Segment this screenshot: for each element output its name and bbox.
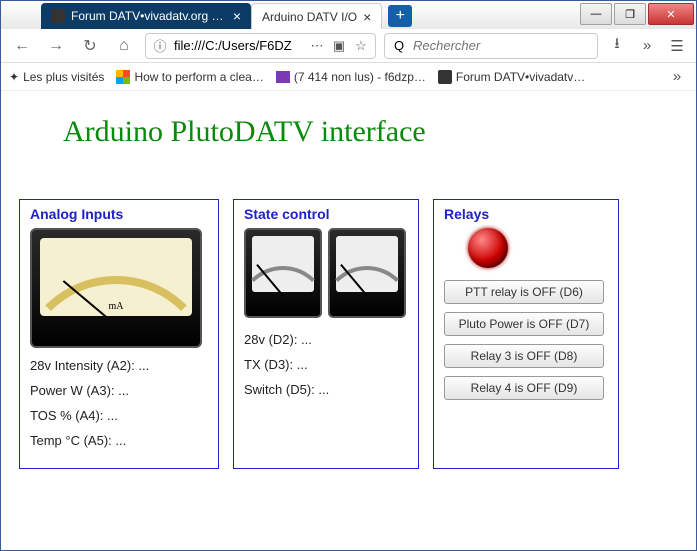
tab-label: Arduino DATV I/O — [262, 10, 357, 24]
tab-label: Forum DATV•vivadatv.org •Écr — [71, 9, 227, 23]
panel-title: Analog Inputs — [30, 206, 208, 222]
relay-4-button[interactable]: Relay 4 is OFF (D9) — [444, 376, 604, 400]
search-engine-icon[interactable]: Q — [391, 38, 407, 54]
tab-arduino[interactable]: Arduino DATV I/O × — [251, 3, 382, 29]
mail-icon — [276, 71, 290, 83]
amp-gauge — [328, 228, 406, 318]
new-tab-button[interactable]: + — [388, 5, 412, 27]
bookmark-mail[interactable]: (7 414 non lus) - f6dzp… — [276, 70, 426, 84]
panels-row: Analog Inputs mA 28v Intensity (A2): ...… — [19, 199, 678, 469]
back-button[interactable]: ← — [9, 33, 35, 59]
analog-reading: Temp °C (A5): ... — [30, 433, 208, 448]
analog-reading: TOS % (A4): ... — [30, 408, 208, 423]
bookmarks-bar: ✦ Les plus visités How to perform a clea…… — [1, 63, 696, 91]
state-gauges — [244, 228, 408, 318]
panel-analog-inputs: Analog Inputs mA 28v Intensity (A2): ...… — [19, 199, 219, 469]
star-icon[interactable]: ☆ — [353, 38, 369, 54]
state-reading: Switch (D5): ... — [244, 382, 408, 397]
forward-button[interactable]: → — [43, 33, 69, 59]
panel-state-control: State control 28v (D2): ... TX (D3): ...… — [233, 199, 419, 469]
state-reading: TX (D3): ... — [244, 357, 408, 372]
downloads-icon[interactable]: ⭳ — [606, 35, 628, 57]
page-content: Arduino PlutoDATV interface Analog Input… — [1, 91, 696, 479]
relay-3-button[interactable]: Relay 3 is OFF (D8) — [444, 344, 604, 368]
bookmark-howto[interactable]: How to perform a clea… — [116, 70, 263, 84]
search-input[interactable] — [413, 38, 591, 53]
nav-toolbar: ← → ↻ ⌂ ⓘ ⋯ ▣ ☆ Q ⭳ » ☰ — [1, 29, 696, 63]
menu-icon[interactable]: ☰ — [666, 35, 688, 57]
close-icon[interactable]: × — [233, 8, 241, 24]
more-icon[interactable]: ⋯ — [309, 38, 325, 54]
gauge-unit: mA — [109, 301, 124, 312]
volt-gauge — [244, 228, 322, 318]
tab-favicon — [51, 9, 65, 23]
tabs-area: Forum DATV•vivadatv.org •Écr × Arduino D… — [1, 1, 580, 29]
bookmark-label: Les plus visités — [23, 70, 104, 84]
panel-relays: Relays PTT relay is OFF (D6) Pluto Power… — [433, 199, 619, 469]
ms-icon — [116, 70, 130, 84]
status-led — [468, 228, 508, 268]
url-input[interactable] — [174, 38, 303, 53]
window-buttons: — ❐ ✕ — [580, 1, 696, 29]
panel-title: State control — [244, 206, 408, 222]
close-icon[interactable]: × — [363, 9, 371, 25]
overflow-icon[interactable]: » — [636, 35, 658, 57]
search-bar[interactable]: Q — [384, 33, 598, 59]
bookmark-icon: ✦ — [9, 70, 19, 84]
reader-icon[interactable]: ▣ — [331, 38, 347, 54]
info-icon[interactable]: ⓘ — [152, 38, 168, 54]
home-button[interactable]: ⌂ — [111, 33, 137, 59]
window-titlebar: Forum DATV•vivadatv.org •Écr × Arduino D… — [1, 1, 696, 29]
tab-forum[interactable]: Forum DATV•vivadatv.org •Écr × — [41, 3, 251, 29]
page-title: Arduino PlutoDATV interface — [63, 115, 678, 149]
bookmark-label: Forum DATV•vivadatv… — [456, 70, 585, 84]
url-bar[interactable]: ⓘ ⋯ ▣ ☆ — [145, 33, 376, 59]
bookmark-forum[interactable]: Forum DATV•vivadatv… — [438, 70, 585, 84]
minimize-button[interactable]: — — [580, 3, 612, 25]
maximize-button[interactable]: ❐ — [614, 3, 646, 25]
panel-title: Relays — [444, 206, 608, 222]
bookmark-label: (7 414 non lus) - f6dzp… — [294, 70, 426, 84]
reload-button[interactable]: ↻ — [77, 33, 103, 59]
gauge-face: mA — [40, 238, 192, 316]
relay-pluto-button[interactable]: Pluto Power is OFF (D7) — [444, 312, 604, 336]
relay-ptt-button[interactable]: PTT relay is OFF (D6) — [444, 280, 604, 304]
bookmark-most-visited[interactable]: ✦ Les plus visités — [9, 70, 104, 84]
analog-reading: 28v Intensity (A2): ... — [30, 358, 208, 373]
bookmark-icon — [438, 70, 452, 84]
analog-gauge: mA — [30, 228, 202, 348]
bookmarks-overflow-icon[interactable]: » — [666, 66, 688, 88]
analog-reading: Power W (A3): ... — [30, 383, 208, 398]
bookmark-label: How to perform a clea… — [134, 70, 263, 84]
close-button[interactable]: ✕ — [648, 3, 694, 25]
